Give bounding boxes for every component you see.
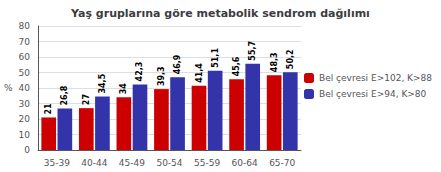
svg-text:46,9: 46,9 [173, 54, 182, 74]
svg-text:70: 70 [19, 37, 31, 47]
svg-text:39,3: 39,3 [157, 66, 166, 86]
svg-text:55-59: 55-59 [194, 158, 220, 168]
svg-text:Bel çevresi E>94, K>80: Bel çevresi E>94, K>80 [319, 89, 427, 99]
svg-text:Yaş gruplarına göre metabolik: Yaş gruplarına göre metabolik sendrom da… [70, 7, 370, 20]
svg-text:21: 21 [44, 103, 53, 115]
svg-text:50,2: 50,2 [286, 49, 295, 69]
svg-text:45,6: 45,6 [232, 56, 241, 76]
svg-text:20: 20 [19, 114, 31, 124]
svg-text:50-54: 50-54 [156, 158, 182, 168]
svg-text:55,7: 55,7 [248, 41, 257, 61]
svg-text:48,3: 48,3 [270, 52, 279, 72]
svg-text:60: 60 [19, 52, 31, 62]
svg-text:30: 30 [19, 99, 31, 109]
svg-text:34: 34 [119, 83, 128, 95]
svg-text:Bel çevresi E>102, K>88: Bel çevresi E>102, K>88 [319, 73, 432, 83]
svg-text:80: 80 [19, 21, 31, 31]
svg-text:0: 0 [24, 145, 30, 155]
svg-text:45-49: 45-49 [119, 158, 145, 168]
svg-text:26,8: 26,8 [60, 85, 69, 105]
svg-text:10: 10 [19, 130, 31, 140]
svg-text:35-39: 35-39 [44, 158, 70, 168]
svg-text:40: 40 [19, 83, 31, 93]
svg-text:50: 50 [19, 68, 31, 78]
svg-text:27: 27 [82, 94, 91, 105]
svg-text:60-64: 60-64 [232, 158, 258, 168]
svg-text:40-44: 40-44 [81, 158, 107, 168]
svg-text:%: % [4, 83, 13, 93]
svg-text:65-70: 65-70 [269, 158, 295, 168]
svg-text:42,3: 42,3 [135, 62, 144, 82]
svg-text:41,4: 41,4 [195, 63, 204, 83]
svg-text:34,5: 34,5 [98, 73, 107, 93]
svg-text:51,1: 51,1 [211, 48, 220, 68]
